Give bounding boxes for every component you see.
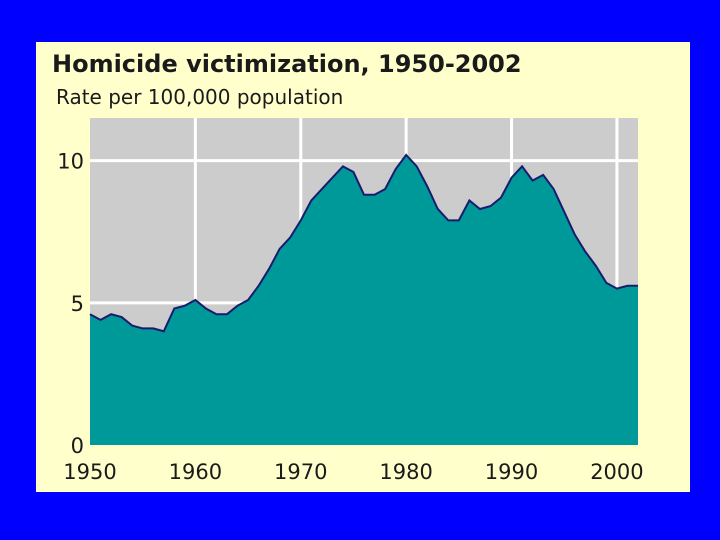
y-tick-label: 0 (71, 434, 84, 458)
y-tick-label: 5 (71, 292, 84, 316)
chart-title: Homicide victimization, 1950-2002 (52, 50, 522, 78)
chart-subtitle: Rate per 100,000 population (56, 85, 344, 109)
area-chart: 0 5 10 1950 1960 1970 1980 1990 2000 (57, 118, 644, 484)
x-tick-label: 1980 (379, 460, 432, 484)
x-tick-label: 1960 (169, 460, 222, 484)
x-tick-label: 1970 (274, 460, 327, 484)
x-tick-label: 1990 (485, 460, 538, 484)
x-tick-label: 2000 (590, 460, 643, 484)
y-tick-label: 10 (57, 150, 84, 174)
series-line (89, 153, 638, 333)
chart-panel: Homicide victimization, 1950-2002 Rate p… (36, 42, 690, 492)
series-area (90, 154, 638, 445)
x-tick-label: 1950 (63, 460, 116, 484)
